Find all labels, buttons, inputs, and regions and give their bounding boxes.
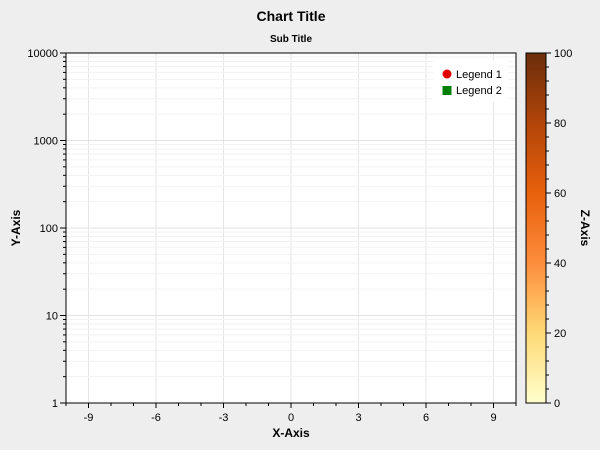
z-tick-label: 40 <box>554 258 566 270</box>
y-tick-label: 1 <box>52 398 58 410</box>
z-tick-label: 100 <box>554 48 572 60</box>
x-tick-label: -6 <box>151 412 161 424</box>
legend: Legend 1 Legend 2 <box>433 60 508 102</box>
z-tick-label: 0 <box>554 398 560 410</box>
z-tick-label: 20 <box>554 328 566 340</box>
legend-marker-2 <box>442 86 452 95</box>
legend-label-1: Legend 1 <box>456 69 502 81</box>
x-tick-label: 0 <box>288 412 294 424</box>
z-axis-label: Z-Axis <box>578 210 592 247</box>
legend-marker-1 <box>442 69 452 79</box>
x-tick-label: 6 <box>423 412 429 424</box>
chart-subtitle: Sub Title <box>270 34 312 45</box>
x-tick-label: -3 <box>219 412 229 424</box>
colorbar-axis: 0 20 40 60 80 100 <box>546 48 572 410</box>
z-tick-label: 80 <box>554 118 566 130</box>
x-tick-label: -9 <box>84 412 94 424</box>
x-axis: -9 -6 -3 0 3 6 9 <box>65 403 517 424</box>
x-tick-label: 3 <box>355 412 361 424</box>
y-axis: 1 10 100 1000 10000 <box>27 48 66 410</box>
y-tick-label: 100 <box>40 223 58 235</box>
y-axis-label: Y-Axis <box>9 209 23 246</box>
y-tick-label: 10 <box>46 311 58 323</box>
y-tick-label: 1000 <box>34 136 58 148</box>
x-axis-label: X-Axis <box>272 426 310 440</box>
x-tick-label: 9 <box>490 412 496 424</box>
chart-title: Chart Title <box>257 8 326 24</box>
z-tick-label: 60 <box>554 188 566 200</box>
y-tick-label: 10000 <box>27 48 58 60</box>
legend-label-2: Legend 2 <box>456 85 502 97</box>
colorbar <box>525 52 547 404</box>
